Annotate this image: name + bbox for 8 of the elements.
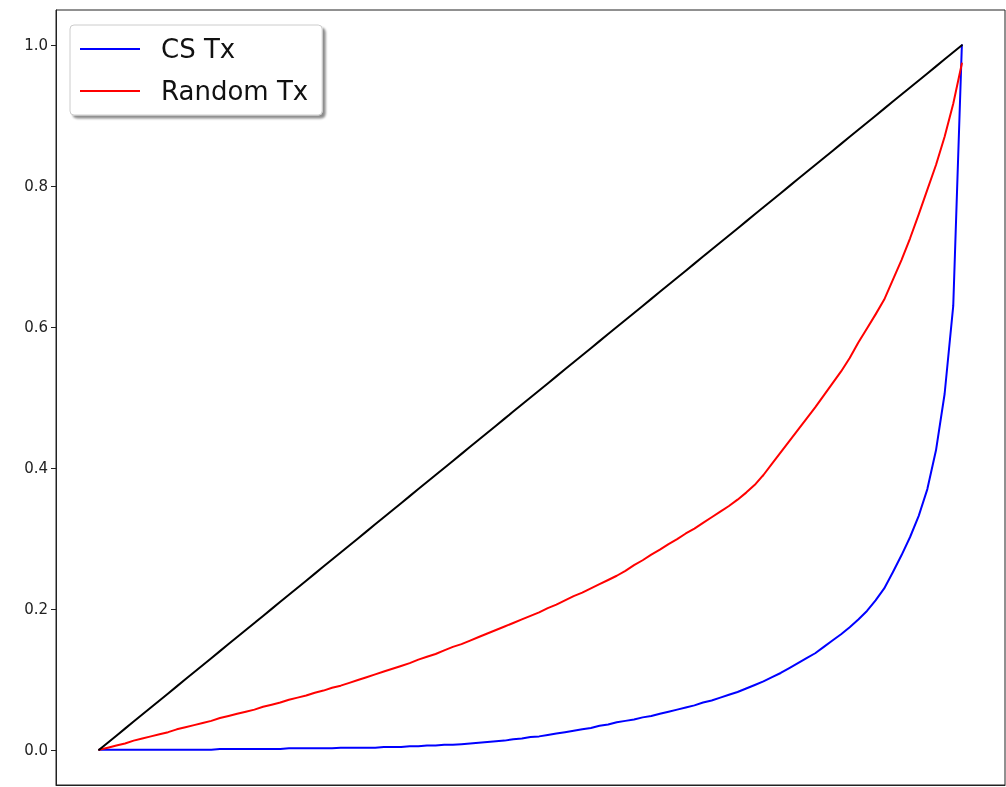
legend-label: CS Tx: [161, 34, 236, 64]
y-tick-label: 0.8: [24, 177, 48, 196]
y-tick-label: 0.6: [24, 318, 48, 337]
y-tick-label: 0.4: [24, 458, 48, 477]
y-tick-label: 0.0: [24, 740, 48, 759]
y-tick-label: 0.2: [24, 599, 48, 618]
y-tick-label: 1.0: [24, 36, 48, 55]
legend-label: Random Tx: [161, 76, 309, 106]
